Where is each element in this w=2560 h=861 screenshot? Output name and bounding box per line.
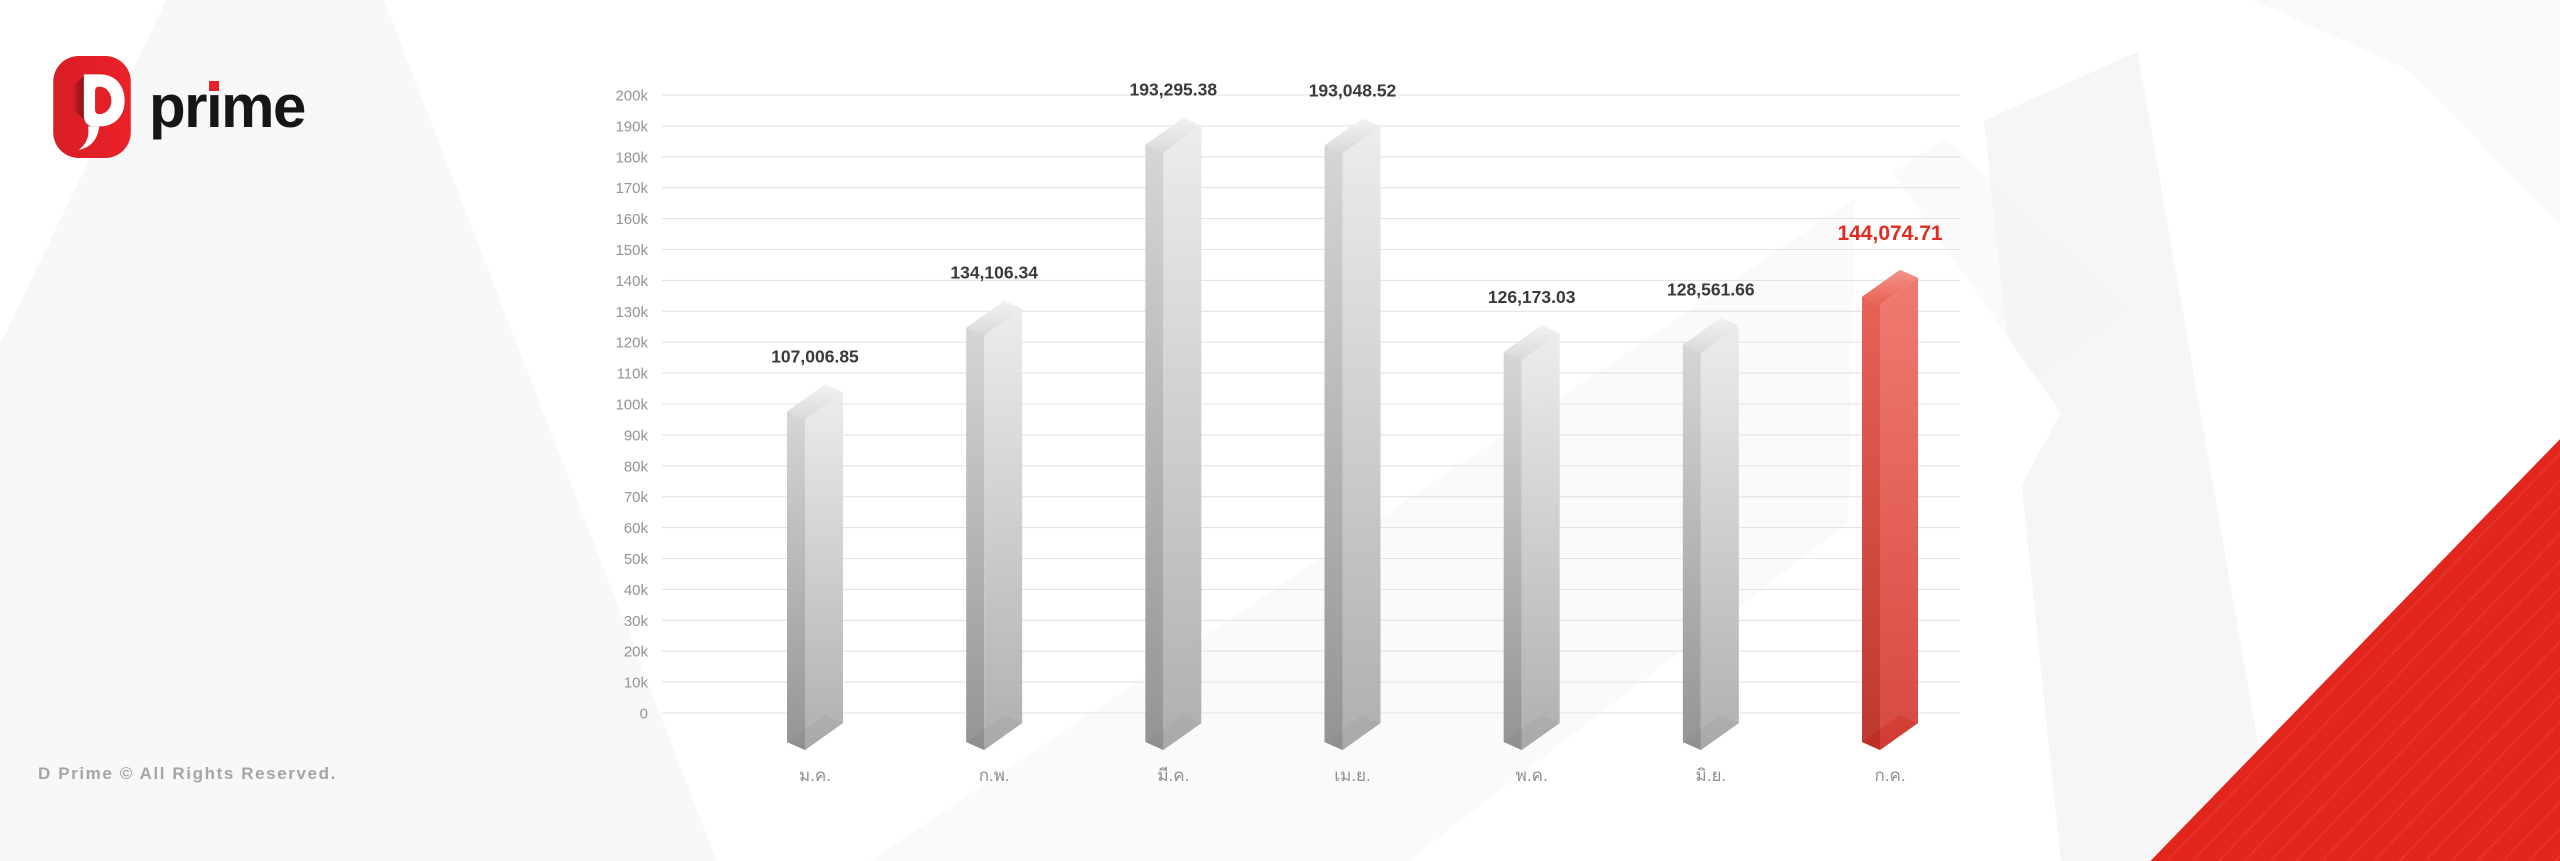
bar-value-label: 134,106.34 — [950, 263, 1038, 283]
x-axis-tick-label: พ.ค. — [1516, 766, 1548, 785]
svg-text:100k: 100k — [615, 397, 648, 414]
svg-text:0: 0 — [640, 706, 648, 723]
brand-logo: pr ı me — [53, 56, 306, 158]
logo-wordmark: pr ı me — [149, 73, 306, 140]
svg-text:90k: 90k — [624, 427, 649, 444]
svg-text:130k: 130k — [615, 304, 648, 321]
x-axis-tick-label: ม.ค. — [799, 766, 831, 785]
svg-text:180k: 180k — [615, 149, 648, 166]
svg-text:140k: 140k — [615, 273, 648, 290]
svg-text:20k: 20k — [624, 644, 649, 661]
svg-text:120k: 120k — [615, 335, 648, 352]
bar-value-label: 193,295.38 — [1130, 80, 1218, 100]
x-axis-tick-label: มี.ค. — [1157, 766, 1189, 785]
x-axis-tick-label: เม.ย. — [1334, 766, 1370, 785]
x-axis-tick-label: ก.ค. — [1874, 766, 1905, 785]
svg-text:70k: 70k — [624, 489, 649, 506]
svg-text:190k: 190k — [615, 118, 648, 135]
bar-value-label: 144,074.71 — [1837, 222, 1942, 245]
svg-text:170k: 170k — [615, 180, 648, 197]
footer-copyright: D Prime © All Rights Reserved. — [38, 764, 337, 783]
d-prime-logo-icon — [53, 56, 131, 158]
svg-text:160k: 160k — [615, 211, 648, 228]
bar-value-label: 107,006.85 — [771, 346, 859, 366]
bar-value-label: 128,561.66 — [1667, 280, 1755, 300]
bar-value-label: 126,173.03 — [1488, 287, 1576, 307]
x-axis-tick-label: ก.พ. — [979, 766, 1010, 785]
svg-text:60k: 60k — [624, 520, 649, 537]
logo-letter-i: ı — [206, 73, 223, 140]
svg-text:150k: 150k — [615, 242, 648, 259]
svg-text:200k: 200k — [615, 88, 648, 105]
logo-text-pre: pr — [149, 73, 208, 140]
svg-text:80k: 80k — [624, 458, 649, 475]
bar-value-label: 193,048.52 — [1309, 80, 1397, 100]
logo-text-post: me — [221, 73, 306, 140]
svg-text:50k: 50k — [624, 551, 649, 568]
svg-text:30k: 30k — [624, 613, 649, 630]
svg-text:10k: 10k — [624, 675, 649, 692]
svg-text:110k: 110k — [617, 366, 649, 383]
x-axis-tick-label: มิ.ย. — [1696, 766, 1727, 785]
logo-i-dot-icon — [208, 81, 219, 91]
svg-text:40k: 40k — [624, 582, 649, 599]
